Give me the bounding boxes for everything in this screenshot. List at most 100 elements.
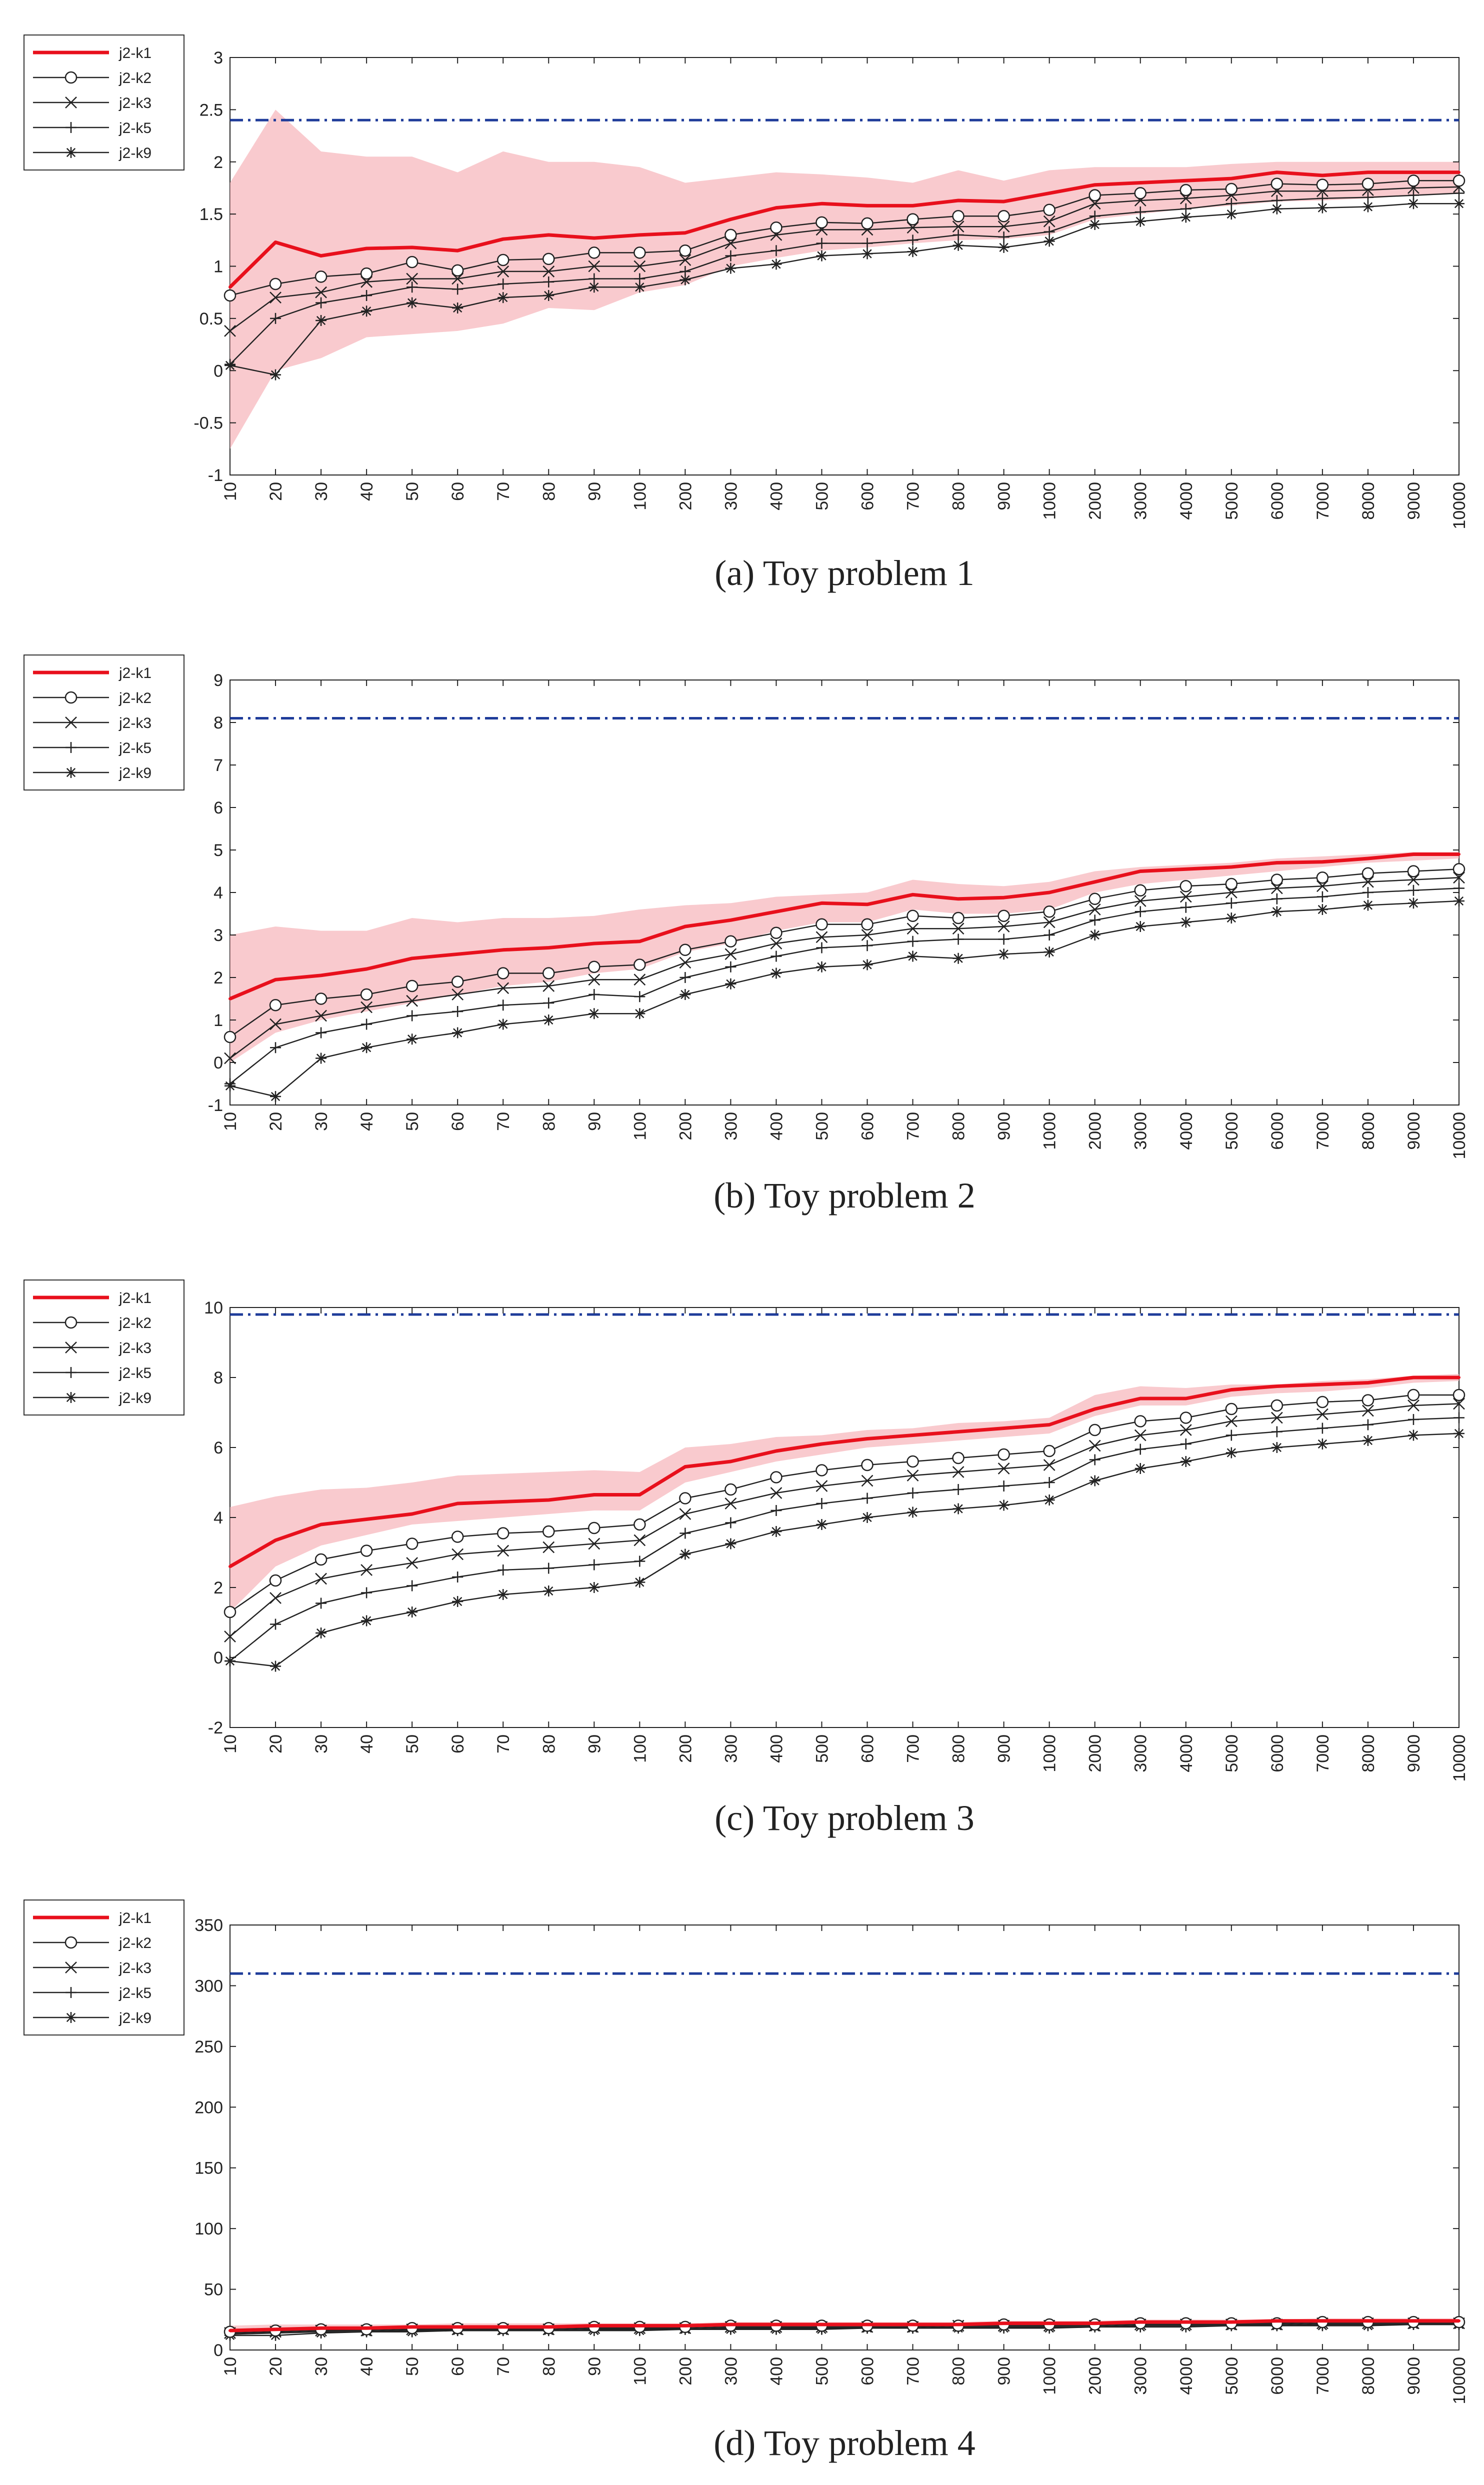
data-point-j2-k3 [588, 1538, 600, 1550]
data-point-j2-k9 [862, 1512, 873, 1523]
x-tick-label: 600 [858, 1734, 878, 1763]
x-tick-label: 80 [540, 482, 558, 501]
data-point-j2-k2 [1134, 187, 1146, 200]
data-point-j2-k2 [314, 992, 328, 1005]
data-point-j2-k2 [1088, 1424, 1101, 1436]
x-tick-label: 40 [358, 1734, 376, 1754]
data-point-j2-k9 [361, 1042, 372, 1054]
series-line-j2-k1 [228, 170, 1459, 288]
legend-label-j2-k1: j2-k1 [118, 1290, 152, 1306]
data-point-j2-k2 [906, 910, 919, 922]
data-point-j2-k5 [725, 961, 736, 972]
data-point-j2-k9 [1271, 1442, 1282, 1453]
data-point-j2-k5 [862, 1492, 873, 1504]
x-tick-label: 300 [722, 1112, 740, 1140]
data-point-j2-k5 [907, 234, 918, 246]
data-point-j2-k2 [952, 210, 964, 222]
data-point-j2-k3 [360, 1001, 372, 1014]
x-tick-label: 900 [995, 1112, 1014, 1140]
data-point-j2-k5 [588, 273, 600, 284]
data-point-j2-k1 [547, 2325, 550, 2328]
data-point-j2-k1 [774, 1450, 778, 1452]
data-point-j2-k5 [998, 1480, 1010, 1492]
x-tick-label: 1000 [1040, 1734, 1060, 1772]
data-point-j2-k1 [1275, 2319, 1278, 2322]
data-point-j2-k1 [274, 240, 278, 244]
data-point-j2-k5 [1316, 891, 1328, 902]
confidence-band [230, 110, 1459, 449]
x-tick-label: 70 [494, 2357, 513, 2376]
x-tick-label: 9000 [1404, 482, 1424, 520]
data-point-j2-k3 [724, 1498, 737, 1510]
data-point-j2-k5 [1134, 906, 1146, 918]
data-point-j2-k1 [365, 2326, 368, 2330]
x-tick-label: 800 [950, 1112, 968, 1140]
data-point-j2-k3 [1316, 1408, 1328, 1420]
legend-label-j2-k1: j2-k1 [118, 665, 152, 682]
y-tick-label: 7 [214, 756, 223, 775]
data-point-j2-k5 [224, 1078, 236, 1090]
data-point-j2-k2 [224, 1606, 236, 1618]
y-tick-label: 2 [214, 153, 223, 172]
data-point-j2-k2 [496, 967, 510, 980]
series-line-j2-k9 [230, 203, 1459, 376]
data-point-j2-k1 [1138, 2320, 1142, 2324]
data-point-j2-k2 [360, 1544, 373, 1557]
legend-marker-j2-k2 [64, 1936, 78, 1949]
data-point-j2-k9 [1089, 930, 1100, 940]
panel-caption: (b) Toy problem 2 [714, 1176, 976, 1216]
data-point-j2-k1 [1458, 852, 1460, 856]
data-point-j2-k2 [1407, 865, 1420, 878]
data-point-j2-k3 [634, 974, 646, 986]
legend-label-j2-k9: j2-k9 [118, 2010, 152, 2026]
data-point-j2-k1 [1366, 2319, 1370, 2322]
series-line-j2-k3 [230, 877, 1460, 1059]
data-point-j2-k9 [816, 250, 828, 262]
data-point-j2-k9 [952, 1503, 964, 1514]
x-tick-label: 30 [312, 1112, 331, 1131]
data-point-j2-k3 [1453, 1398, 1465, 1410]
x-tick-label: 10 [221, 1734, 240, 1754]
data-point-j2-k1 [228, 286, 232, 289]
data-point-j2-k5 [816, 1498, 828, 1509]
data-point-j2-k9 [770, 1526, 782, 1537]
series-line-j2-k5 [230, 888, 1460, 1084]
data-point-j2-k1 [592, 1493, 596, 1496]
x-tick-label: 40 [358, 1112, 376, 1131]
legend-label-j2-k3: j2-k3 [118, 1960, 152, 1976]
panel-3: -2 0 2 4 6 8 10 10 20 30 40 50 60 70 80 90 100 200 300 400 5… [24, 1280, 1469, 1838]
data-point-j2-k2 [861, 918, 874, 930]
legend-label-j2-k1: j2-k1 [118, 45, 152, 62]
data-point-j2-k9 [1408, 1430, 1419, 1441]
data-point-j2-k1 [502, 2325, 505, 2328]
x-tick-label: 8000 [1359, 2357, 1378, 2395]
x-tick-label: 20 [266, 1734, 286, 1754]
y-tick-label: 6 [214, 798, 223, 818]
legend-marker-j2-k1 [70, 1916, 72, 1919]
data-point-j2-k5 [725, 1517, 736, 1528]
data-point-j2-k2 [1180, 880, 1192, 892]
data-point-j2-k3 [952, 922, 964, 935]
data-point-j2-k1 [1366, 1381, 1370, 1384]
data-point-j2-k9 [588, 1582, 600, 1593]
data-point-j2-k9 [588, 1008, 600, 1020]
x-tick-label: 6000 [1268, 1112, 1287, 1150]
data-point-j2-k2 [634, 246, 646, 259]
data-point-j2-k2 [861, 1458, 874, 1472]
data-point-j2-k5 [816, 942, 828, 954]
data-point-j2-k9 [1271, 906, 1282, 918]
legend-label-j2-k2: j2-k2 [118, 690, 152, 706]
data-point-j2-k3 [542, 980, 555, 992]
data-point-j2-k3 [998, 920, 1010, 932]
legend-marker-j2-k5 [66, 1987, 76, 1998]
data-point-j2-k3 [1134, 1429, 1146, 1442]
data-point-j2-k2 [906, 213, 919, 226]
y-tick-label: 3 [214, 926, 223, 945]
data-point-j2-k2 [1134, 884, 1146, 896]
data-point-j2-k1 [774, 910, 778, 914]
data-point-j2-k9 [816, 1519, 828, 1530]
data-point-j2-k5 [1089, 914, 1100, 926]
data-point-j2-k9 [498, 292, 509, 304]
x-tick-label: 8000 [1359, 1734, 1378, 1772]
